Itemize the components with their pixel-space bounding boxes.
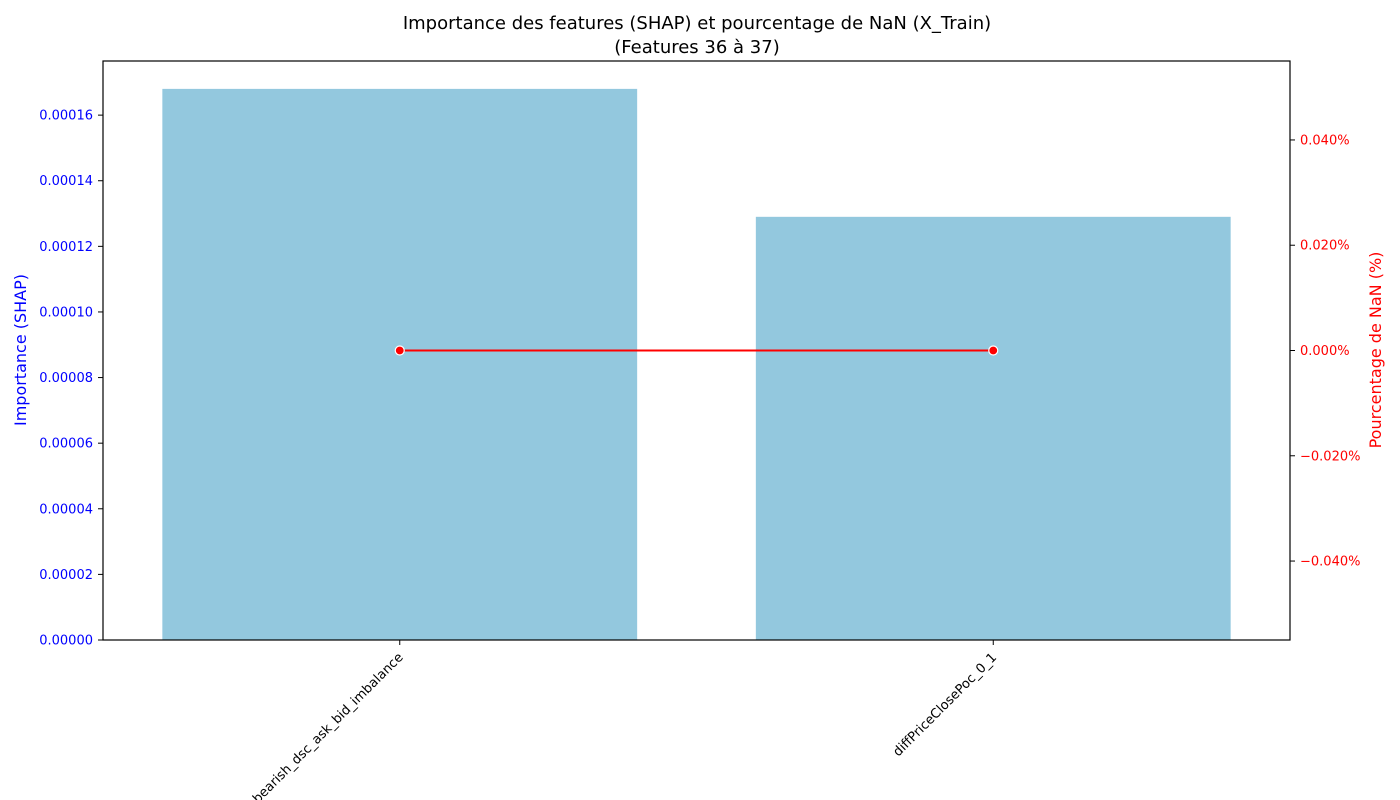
left-tick-label: 0.00014	[39, 174, 93, 189]
right-tick-label: 0.000%	[1300, 344, 1350, 359]
x-tick-label: diffPriceClosePoc_0_1	[890, 650, 1000, 760]
chart-subtitle: (Features 36 à 37)	[614, 37, 779, 58]
left-tick-label: 0.00016	[39, 109, 93, 124]
left-tick-label: 0.00000	[39, 634, 93, 649]
bar-1	[755, 216, 1231, 640]
left-tick-label: 0.00010	[39, 305, 93, 320]
right-tick-label: −0.040%	[1300, 555, 1360, 570]
nan-point-0	[394, 345, 405, 356]
nan-line-layer	[394, 345, 999, 356]
right-tick-label: 0.040%	[1300, 133, 1350, 148]
left-tick-label: 0.00002	[39, 568, 93, 583]
left-tick-label: 0.00012	[39, 240, 93, 255]
left-tick-label: 0.00008	[39, 371, 93, 386]
bar-0	[162, 88, 638, 640]
chart-title: Importance des features (SHAP) et pource…	[403, 13, 991, 34]
bars-layer	[162, 88, 1231, 640]
nan-point-1	[988, 345, 999, 356]
y-axis-left-label: Importance (SHAP)	[11, 274, 30, 426]
left-axis: 0.00000 0.00002 0.00004 0.00006 0.00008 0.000…	[39, 109, 103, 649]
x-axis: bearish_dsc_ask_bid_imbalance diffPriceCl…	[250, 640, 1000, 800]
left-tick-label: 0.00006	[39, 437, 93, 452]
x-tick-label: bearish_dsc_ask_bid_imbalance	[250, 650, 406, 800]
y-axis-right-label: Pourcentage de NaN (%)	[1366, 252, 1385, 449]
right-tick-label: 0.020%	[1300, 239, 1350, 254]
right-axis: −0.040% −0.020% 0.000% 0.020% 0.040%	[1290, 133, 1360, 570]
right-tick-label: −0.020%	[1300, 449, 1360, 464]
left-tick-label: 0.00004	[39, 502, 93, 517]
